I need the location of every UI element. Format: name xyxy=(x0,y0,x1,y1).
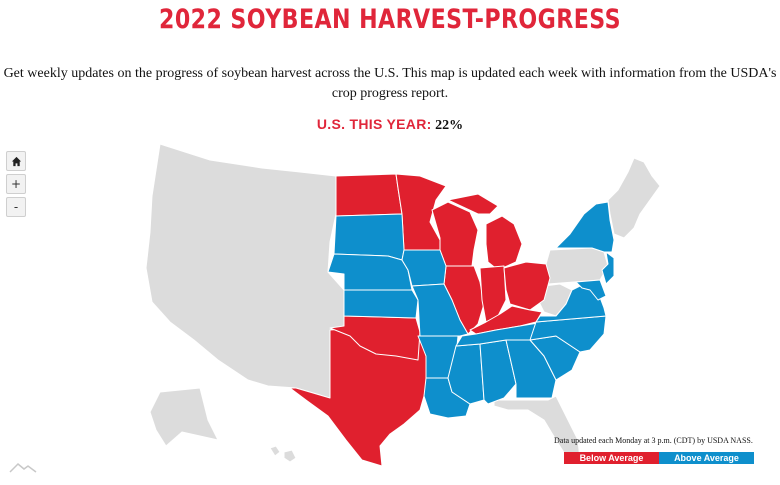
state-pennsylvania[interactable] xyxy=(545,247,609,285)
state-north-carolina[interactable] xyxy=(529,315,607,353)
page-title: 2022 SOYBEAN HARVEST-PROGRESS xyxy=(159,4,621,35)
state-michigan[interactable] xyxy=(447,193,523,271)
state-maryland-delaware[interactable] xyxy=(575,279,607,301)
subtitle-line-2: crop progress report. xyxy=(331,86,449,101)
subtitle-line-1: Get weekly updates on the progress of so… xyxy=(3,66,777,81)
state-nebraska[interactable] xyxy=(327,253,413,291)
state-ohio[interactable] xyxy=(503,261,551,311)
data-footnote: Data updated each Monday at 3 p.m. (CDT)… xyxy=(554,436,753,445)
legend-below-average: Below Average xyxy=(564,452,659,464)
national-progress-label: U.S. THIS YEAR: xyxy=(316,116,432,132)
state-kansas[interactable] xyxy=(343,289,419,319)
state-north-dakota[interactable] xyxy=(335,173,403,217)
home-icon xyxy=(11,156,21,166)
state-alaska[interactable] xyxy=(149,387,219,447)
zoom-out-button[interactable]: - xyxy=(6,197,26,217)
state-oklahoma[interactable] xyxy=(329,315,421,361)
page-subtitle: Get weekly updates on the progress of so… xyxy=(0,64,780,104)
zoom-in-button[interactable]: + xyxy=(6,174,26,194)
state-missouri[interactable] xyxy=(411,283,469,337)
watermark-logo-icon xyxy=(9,462,37,473)
state-new-york[interactable] xyxy=(555,201,615,253)
state-wisconsin[interactable] xyxy=(431,201,479,267)
state-south-dakota[interactable] xyxy=(333,213,405,261)
map-legend: Below Average Above Average xyxy=(564,452,754,464)
state-west[interactable] xyxy=(145,143,345,401)
state-hawaii[interactable] xyxy=(269,445,297,463)
national-progress: U.S. THIS YEAR: 22% xyxy=(0,116,780,134)
national-progress-value: 22% xyxy=(435,118,464,133)
home-button[interactable] xyxy=(6,151,26,171)
state-new-jersey[interactable] xyxy=(601,251,615,285)
legend-above-average: Above Average xyxy=(659,452,754,464)
state-new-england[interactable] xyxy=(607,157,661,239)
